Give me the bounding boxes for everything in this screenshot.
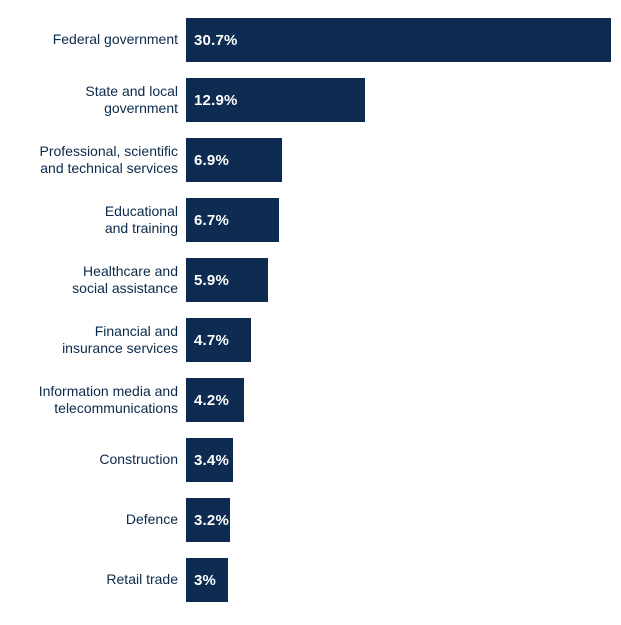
bar-row: State and localgovernment 12.9%	[8, 78, 611, 122]
bar-value-label: 6.7%	[194, 212, 229, 229]
bar-track: 3.2%	[186, 498, 611, 542]
bar-track: 3.4%	[186, 438, 611, 482]
bar-label: Construction	[8, 451, 186, 469]
bar-track: 3%	[186, 558, 611, 602]
bar-value-label: 12.9%	[194, 92, 238, 109]
bar-label: Educationaland training	[8, 203, 186, 238]
bar-row: Professional, scientificand technical se…	[8, 138, 611, 182]
bar-track: 5.9%	[186, 258, 611, 302]
bar-label: Retail trade	[8, 571, 186, 589]
bar-track: 4.7%	[186, 318, 611, 362]
bar-row: Financial andinsurance services 4.7%	[8, 318, 611, 362]
bar-row: Construction 3.4%	[8, 438, 611, 482]
bar: 4.2%	[186, 378, 244, 422]
bar-row: Defence 3.2%	[8, 498, 611, 542]
bar-value-label: 3%	[194, 572, 216, 589]
horizontal-bar-chart: Federal government 30.7% State and localgo…	[0, 0, 621, 625]
bar-value-label: 6.9%	[194, 152, 229, 169]
bar: 5.9%	[186, 258, 268, 302]
bar-value-label: 5.9%	[194, 272, 229, 289]
bar: 4.7%	[186, 318, 251, 362]
bar: 6.7%	[186, 198, 279, 242]
bar: 3.2%	[186, 498, 230, 542]
bar-value-label: 3.2%	[194, 512, 229, 529]
bar-track: 6.7%	[186, 198, 611, 242]
bar-label: Federal government	[8, 31, 186, 49]
bar-label: Healthcare andsocial assistance	[8, 263, 186, 298]
bar: 6.9%	[186, 138, 282, 182]
bar-label: Financial andinsurance services	[8, 323, 186, 358]
bar-label: Defence	[8, 511, 186, 529]
bar-value-label: 30.7%	[194, 32, 238, 49]
bar: 30.7%	[186, 18, 611, 62]
bar-value-label: 3.4%	[194, 452, 229, 469]
bar-row: Educationaland training 6.7%	[8, 198, 611, 242]
bar-label: State and localgovernment	[8, 83, 186, 118]
bar: 3%	[186, 558, 228, 602]
bar-value-label: 4.2%	[194, 392, 229, 409]
bar-track: 6.9%	[186, 138, 611, 182]
bar-row: Healthcare andsocial assistance 5.9%	[8, 258, 611, 302]
bar-label: Information media andtelecommunications	[8, 383, 186, 418]
bar-row: Federal government 30.7%	[8, 18, 611, 62]
bar-track: 12.9%	[186, 78, 611, 122]
bar-row: Information media andtelecommunications 4…	[8, 378, 611, 422]
bar-track: 4.2%	[186, 378, 611, 422]
bar-row: Retail trade 3%	[8, 558, 611, 602]
bar-track: 30.7%	[186, 18, 611, 62]
bar: 12.9%	[186, 78, 365, 122]
bar-value-label: 4.7%	[194, 332, 229, 349]
bar: 3.4%	[186, 438, 233, 482]
bar-label: Professional, scientificand technical se…	[8, 143, 186, 178]
